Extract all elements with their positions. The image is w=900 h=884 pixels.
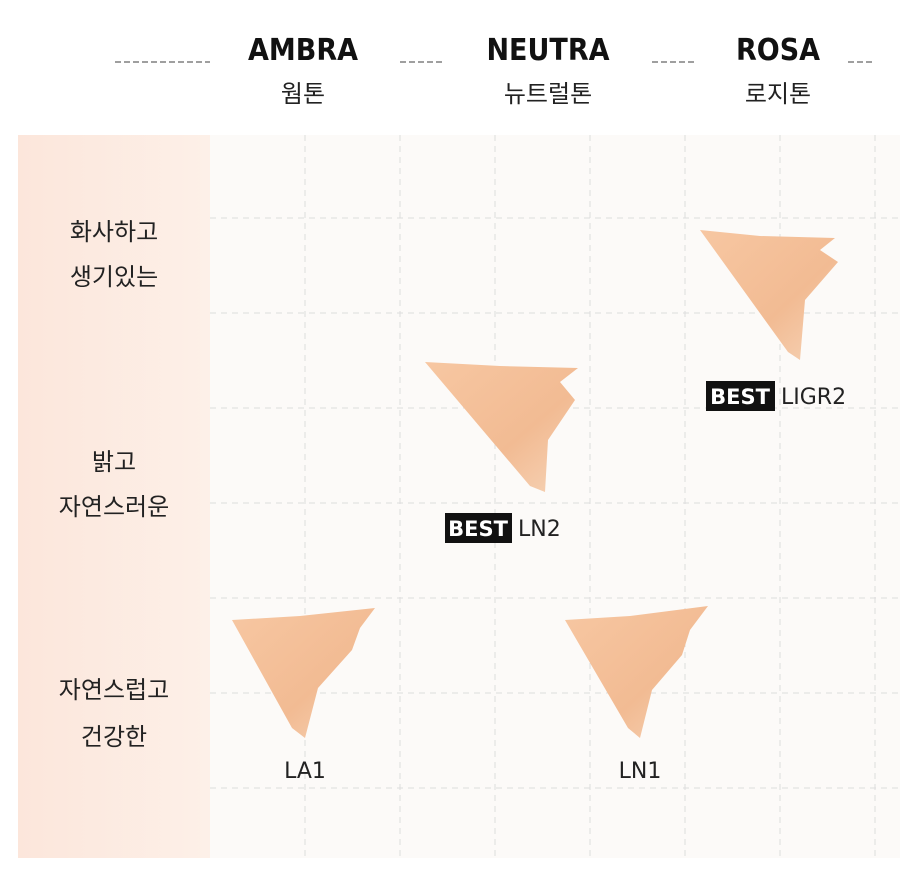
- shade-code: LN2: [518, 517, 561, 542]
- best-text: BEST: [710, 385, 770, 409]
- best-text: BEST: [448, 517, 508, 541]
- row-label: 자연스럽고: [59, 676, 169, 704]
- swatch: [425, 362, 578, 492]
- row-label: 자연스러운: [59, 493, 169, 521]
- shade-code: LN1: [619, 759, 662, 784]
- column-name: AMBRA: [248, 33, 358, 68]
- swatch: [565, 606, 708, 738]
- shade-code: LIGR2: [781, 385, 846, 410]
- column-name: NEUTRA: [486, 33, 609, 68]
- row-label: 생기있는: [70, 263, 158, 291]
- column-korean: 웜톤: [281, 80, 325, 108]
- row-label: 밝고: [92, 448, 136, 476]
- best-badge: [445, 513, 512, 543]
- swatch: [232, 608, 375, 738]
- row-label: 건강한: [81, 723, 147, 751]
- swatch: [700, 230, 838, 360]
- row-label: 화사하고: [70, 218, 158, 246]
- column-korean: 뉴트럴톤: [504, 80, 592, 108]
- swatches: [232, 230, 838, 738]
- row-band: [18, 135, 210, 858]
- best-badge: [706, 381, 775, 411]
- shade-code: LA1: [284, 759, 326, 784]
- column-korean: 로지톤: [745, 80, 811, 108]
- column-name: ROSA: [736, 33, 820, 68]
